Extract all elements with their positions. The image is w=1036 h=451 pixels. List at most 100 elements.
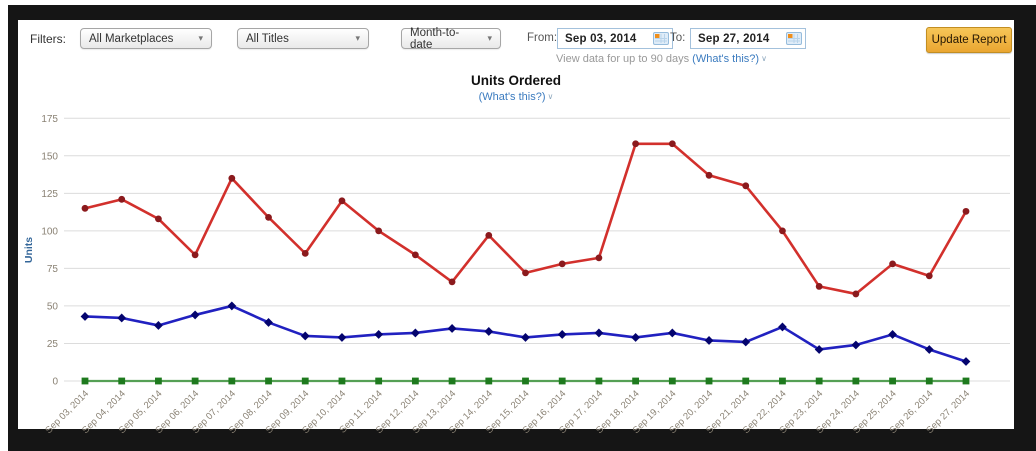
data-point [81, 204, 89, 212]
calendar-icon[interactable] [786, 32, 802, 45]
update-report-button[interactable]: Update Report [926, 27, 1012, 53]
chart-whats-this-link[interactable]: (What's this?) [478, 91, 546, 103]
data-point [118, 195, 126, 203]
data-point [558, 260, 566, 268]
data-point [338, 197, 346, 205]
data-point [301, 377, 309, 385]
to-date-input[interactable]: Sep 27, 2014 [690, 28, 806, 49]
to-label: To: [670, 32, 686, 44]
data-point [668, 377, 676, 385]
y-tick-label: 25 [47, 339, 59, 350]
data-point [228, 377, 236, 385]
data-point [668, 140, 676, 148]
data-point [704, 336, 714, 345]
data-point [705, 171, 713, 179]
y-tick-label: 75 [47, 264, 59, 275]
data-point [117, 313, 127, 323]
chevron-down-icon: ▾ [487, 33, 492, 43]
data-point [667, 328, 677, 338]
data-point [448, 278, 456, 286]
data-point [632, 140, 640, 148]
data-point [742, 182, 750, 190]
chevron-down-icon: ▾ [355, 33, 360, 43]
view-data-text: View data for up to 90 days [556, 53, 693, 65]
data-point [632, 377, 640, 385]
y-axis-labels: 0 25 50 75 100 125 150 175 [41, 114, 58, 388]
chevron-down-icon[interactable]: ∨ [547, 92, 554, 101]
data-point [265, 213, 272, 221]
data-point [80, 312, 90, 321]
filters-label: Filters: [30, 32, 66, 46]
view-data-whats-this-link[interactable]: (What's this?) [692, 53, 760, 65]
data-point [779, 227, 786, 235]
y-tick-label: 125 [41, 189, 58, 200]
data-point [889, 377, 896, 385]
data-point [265, 377, 272, 385]
data-point [962, 207, 970, 215]
data-point [118, 377, 126, 385]
y-tick-label: 50 [47, 301, 59, 312]
data-point [411, 377, 419, 385]
data-point [81, 377, 89, 385]
data-point [155, 377, 162, 385]
data-point [301, 249, 309, 257]
date-range-dropdown-value: Month-to-date [410, 26, 460, 51]
data-point [925, 377, 933, 385]
data-point [485, 231, 493, 239]
data-point [595, 254, 603, 262]
data-point [631, 333, 641, 342]
data-point [191, 377, 199, 385]
chevron-down-icon: ▾ [198, 33, 203, 43]
y-axis-title: Units [23, 237, 35, 263]
y-gridlines [64, 117, 1010, 382]
data-point [522, 269, 529, 277]
calendar-icon[interactable] [653, 32, 669, 45]
data-point [155, 215, 162, 223]
data-point [814, 345, 824, 354]
data-point [522, 377, 529, 385]
data-point [779, 377, 786, 385]
data-point [961, 357, 971, 366]
marketplace-dropdown-value: All Marketplaces [89, 32, 174, 45]
chart-subtitle: (What's this?) ∨ [18, 91, 1014, 103]
data-point [852, 377, 860, 385]
data-point [815, 283, 823, 290]
report-panel: Filters: All Marketplaces ▾ All Titles ▾… [18, 20, 1014, 436]
data-point [742, 377, 750, 385]
data-point [300, 331, 310, 341]
data-point [375, 377, 383, 385]
data-point [337, 333, 347, 342]
data-point [705, 377, 713, 385]
data-point [595, 377, 603, 385]
from-date-input[interactable]: Sep 03, 2014 [557, 28, 673, 49]
data-point [594, 328, 604, 338]
data-point [448, 377, 456, 385]
chevron-down-icon[interactable]: ∨ [761, 54, 767, 63]
data-point [925, 272, 933, 280]
green-line-series [81, 377, 970, 385]
window-frame: Filters: All Marketplaces ▾ All Titles ▾… [8, 5, 1036, 451]
y-tick-label: 175 [41, 114, 58, 125]
data-point [374, 330, 384, 339]
units-ordered-chart: 0 25 50 75 100 125 150 175 Units Sep 03, 2014Sep … [23, 114, 1010, 436]
data-point [888, 330, 897, 339]
y-tick-label: 150 [41, 151, 58, 162]
data-point [484, 327, 494, 336]
data-point [558, 377, 566, 385]
data-point [154, 321, 163, 330]
data-point [889, 260, 896, 268]
data-point [815, 377, 823, 385]
data-point [228, 174, 236, 182]
marketplace-dropdown[interactable]: All Marketplaces ▾ [80, 28, 212, 49]
titles-dropdown-value: All Titles [246, 32, 289, 45]
data-point [411, 251, 419, 259]
data-point [191, 251, 199, 259]
data-point [962, 377, 970, 385]
data-point [851, 340, 861, 350]
data-point [485, 377, 493, 385]
data-point [410, 328, 420, 338]
data-point [557, 330, 567, 339]
date-range-dropdown[interactable]: Month-to-date ▾ [401, 26, 501, 51]
titles-dropdown[interactable]: All Titles ▾ [237, 28, 369, 49]
